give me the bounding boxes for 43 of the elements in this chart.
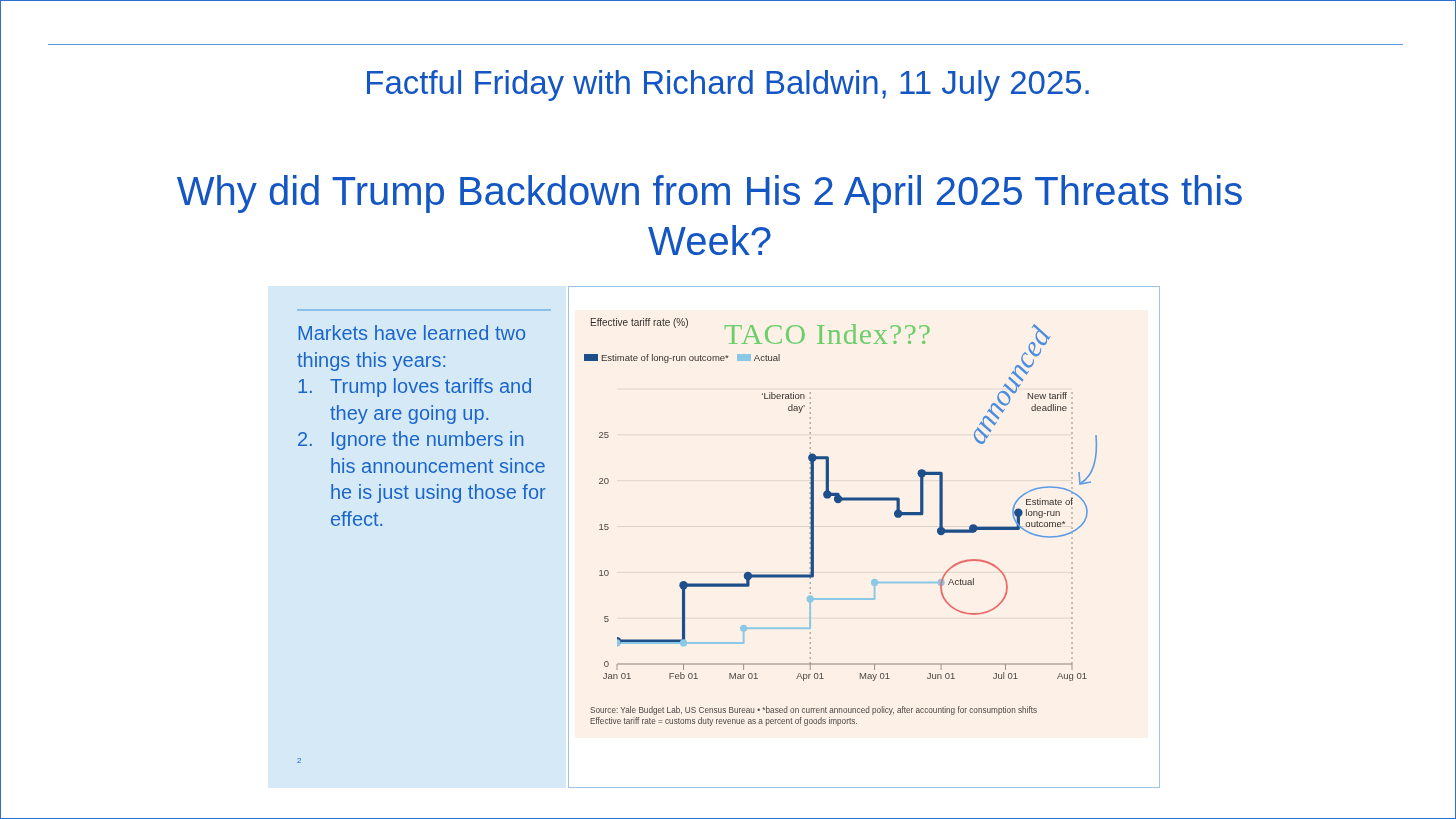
text: Actual	[948, 576, 975, 588]
point	[823, 490, 832, 499]
x-tick-label: May 01	[858, 669, 891, 681]
x-tick-label: Mar 01	[728, 669, 759, 681]
text: Effective tariff rate (%)	[590, 317, 689, 328]
ref-line-label: ‘Liberation day’	[761, 390, 806, 413]
y-tick-label: 15	[598, 520, 609, 532]
point	[806, 595, 814, 603]
y-tick-label: 10	[598, 566, 609, 578]
text: TACO Index???	[724, 317, 933, 351]
x-tick-label: Apr 01	[796, 669, 825, 681]
text: Effective tariff rate = customs duty revenue as a percent of goods imports.	[590, 716, 859, 727]
x-tick-label: Jan 01	[602, 669, 632, 681]
point	[740, 624, 748, 632]
point	[870, 578, 879, 587]
y-tick-label: 0	[603, 658, 609, 670]
text: 2. Ignore the numbers in his announcement since he is just using those for effect.	[297, 427, 547, 532]
text: Estimate of long-run outcome*	[1025, 495, 1073, 529]
x-tick-label: Jun 01	[926, 669, 956, 681]
chart-title: Why did Trump Backdown from His 2 April 2025 Threats this Week?	[175, 168, 1245, 265]
legend-label: Actual	[752, 352, 781, 363]
y-tick-label: 5	[603, 612, 609, 624]
point	[679, 580, 688, 590]
x-tick-label: Feb 01	[668, 669, 699, 681]
point	[969, 524, 978, 533]
point	[893, 509, 903, 518]
text: 2	[297, 756, 302, 765]
y-tick-label: 25	[598, 429, 609, 441]
y-tick-label: 20	[598, 475, 609, 487]
text: Markets have learned two things this years:	[297, 321, 527, 373]
x-tick-label: Jul 01	[992, 669, 1019, 681]
point	[917, 469, 926, 478]
point	[679, 639, 688, 647]
point	[1014, 508, 1023, 517]
point	[808, 453, 817, 462]
point	[833, 494, 843, 504]
point	[936, 526, 946, 536]
x-tick-label: Aug 01	[1056, 669, 1088, 681]
source-note: Source: Yale Budget Lab, US Census Bureau • *based on current announced policy, after accounting for consumption shifts	[590, 705, 1039, 716]
text: 1. Trump loves tariffs and they are going up.	[297, 374, 534, 426]
point	[743, 571, 753, 581]
chart-subtitle: Factful Friday with Richard Baldwin, 11 July 2025.	[363, 64, 1093, 102]
legend-label: Estimate of long-run outcome*	[600, 352, 729, 363]
